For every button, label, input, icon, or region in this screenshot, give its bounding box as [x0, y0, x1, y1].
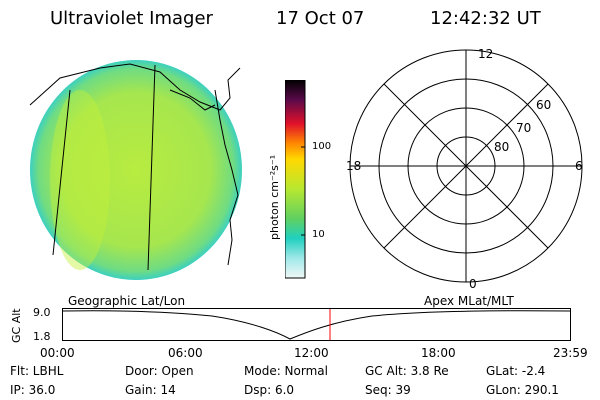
time-tick: 12:00	[294, 346, 329, 360]
lat-label-60: 60	[536, 98, 551, 112]
status-gc-alt: GC Alt: 3.8 Re	[365, 364, 449, 378]
altitude-plot	[62, 308, 571, 341]
longitude-line	[147, 64, 156, 271]
earth-disk	[30, 60, 242, 280]
uv-image	[29, 60, 242, 280]
alt-tick-top: 9.0	[33, 306, 51, 319]
time-tick: 18:00	[421, 346, 456, 360]
status-filter: Flt: LBHL	[10, 364, 64, 378]
mlt-label-12: 12	[478, 47, 493, 61]
alt-axis-label: GC Alt	[10, 308, 23, 343]
colorbar	[285, 80, 306, 279]
coastline	[214, 89, 239, 266]
longitude-line	[52, 89, 71, 256]
time-tick: 06:00	[168, 346, 203, 360]
coastline	[29, 63, 241, 111]
colorbar-tick: 100	[312, 141, 332, 152]
date-label: 17 Oct 07	[276, 8, 365, 29]
coastline	[169, 89, 216, 111]
time-tick: 00:00	[40, 346, 75, 360]
apex-label: Apex MLat/MLT	[424, 294, 514, 308]
status-gain: Gain: 14	[125, 383, 176, 397]
polar-plot: 12 18 6 0 60 70 80	[346, 47, 583, 290]
status-dsp: Dsp: 6.0	[244, 383, 295, 397]
status-door: Door: Open	[125, 364, 194, 378]
mlt-label-0: 0	[469, 277, 477, 290]
status-ip: IP: 36.0	[10, 383, 56, 397]
mlt-label-6: 6	[575, 159, 583, 173]
status-glat: GLat: -2.4	[486, 364, 546, 378]
geo-label: Geographic Lat/Lon	[68, 294, 186, 308]
mlt-label-18: 18	[346, 159, 361, 173]
app-title: Ultraviolet Imager	[50, 8, 213, 29]
status-seq: Seq: 39	[365, 383, 411, 397]
altitude-curve	[62, 310, 571, 340]
status-mode: Mode: Normal	[244, 364, 328, 378]
status-glon: GLon: 290.1	[486, 383, 559, 397]
lat-label-70: 70	[516, 121, 531, 135]
time-tick: 23:59	[553, 346, 588, 360]
alt-tick-bottom: 1.8	[33, 330, 51, 343]
lat-label-80: 80	[494, 140, 509, 154]
time-label: 12:42:32 UT	[430, 8, 541, 29]
colorbar-unit-label: photon cm⁻²s⁻¹	[268, 154, 281, 240]
colorbar-tick: 10	[312, 229, 325, 240]
